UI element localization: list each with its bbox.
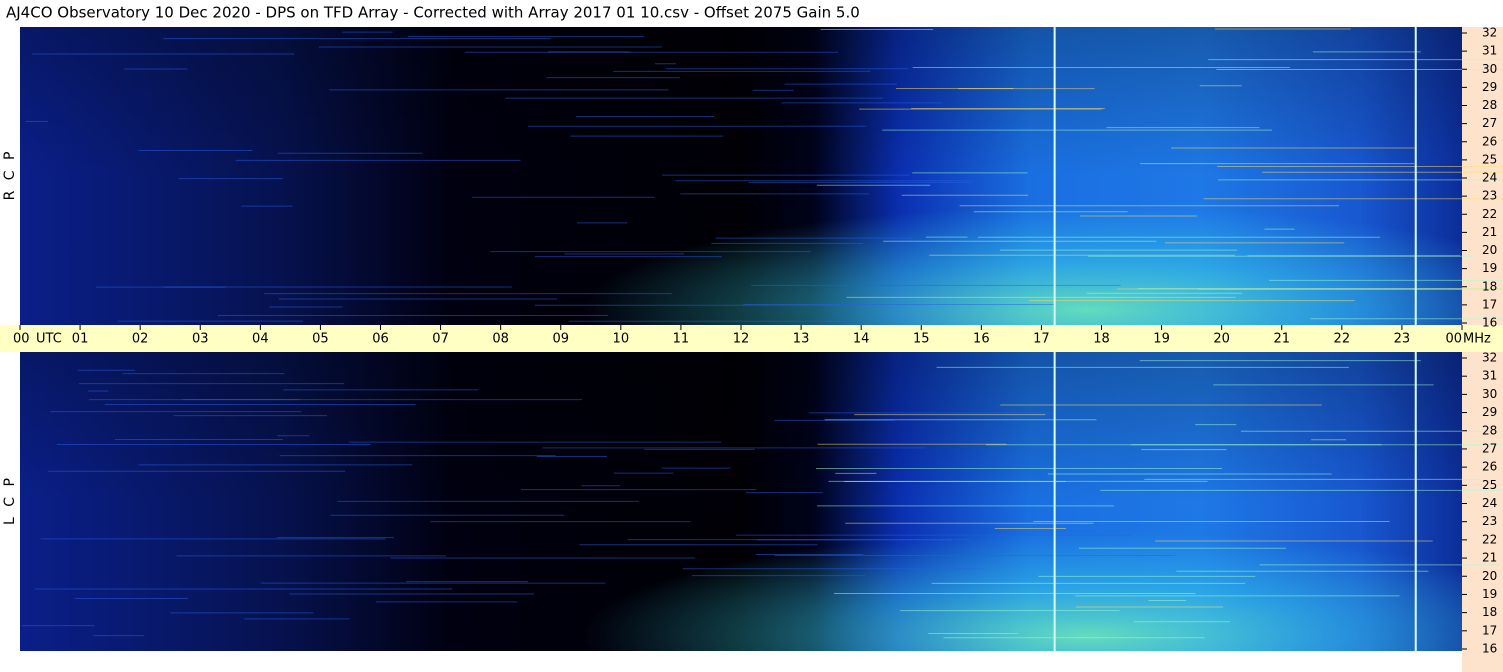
- x-tick-label: 16: [973, 332, 990, 347]
- x-tick-label: 12: [733, 332, 750, 347]
- x-tick-label: 07: [432, 332, 449, 347]
- x-tick-label: 03: [192, 332, 209, 347]
- x-tick-label: 20: [1213, 332, 1230, 347]
- y-tick-label: 21: [1482, 551, 1497, 565]
- x-tick-label: 06: [372, 332, 389, 347]
- y-tick-label: 28: [1482, 98, 1497, 112]
- x-tick-label: 15: [913, 332, 930, 347]
- x-tick-label: 01: [72, 332, 89, 347]
- y-tick-label: 21: [1482, 225, 1497, 239]
- y-tick-label: 23: [1482, 514, 1497, 528]
- x-tick-label: 05: [312, 332, 329, 347]
- x-tick-label: 17: [1033, 332, 1050, 347]
- y-tick-label: 22: [1482, 207, 1497, 221]
- x-tick-label: 21: [1273, 332, 1290, 347]
- y-tick-label: 22: [1482, 532, 1497, 546]
- y-tick-label: 17: [1482, 623, 1497, 637]
- y-tick-label: 19: [1482, 587, 1497, 601]
- x-tick-label: 18: [1093, 332, 1110, 347]
- x-tick-label: 00: [13, 332, 30, 347]
- y-unit: MHz: [1463, 332, 1491, 347]
- y-tick-label: 31: [1482, 369, 1497, 383]
- panel-label: L C P: [2, 478, 18, 525]
- x-tick-label: 14: [853, 332, 870, 347]
- x-tick-label: 08: [492, 332, 509, 347]
- x-tick-label: 10: [613, 332, 630, 347]
- panel-label: R C P: [2, 152, 18, 201]
- x-tick-label: 02: [132, 332, 149, 347]
- spectrogram-shade: [20, 27, 1462, 325]
- time-strip: [0, 325, 1503, 352]
- y-tick-label: 24: [1482, 496, 1497, 510]
- x-tick-label: 09: [552, 332, 569, 347]
- y-tick-label: 29: [1482, 405, 1497, 419]
- y-tick-label: 26: [1482, 134, 1497, 148]
- y-tick-label: 18: [1482, 279, 1497, 293]
- x-unit: UTC: [36, 332, 62, 347]
- x-tick-label: 23: [1394, 332, 1411, 347]
- spectrogram-shade: [20, 352, 1462, 651]
- y-tick-label: 30: [1482, 62, 1497, 76]
- y-tick-label: 24: [1482, 171, 1497, 185]
- y-tick-label: 16: [1482, 316, 1497, 330]
- y-tick-label: 20: [1482, 243, 1497, 257]
- chart-title: AJ4CO Observatory 10 Dec 2020 - DPS on T…: [6, 4, 860, 22]
- y-tick-label: 27: [1482, 116, 1497, 130]
- y-tick-label: 18: [1482, 605, 1497, 619]
- x-tick-label: 13: [793, 332, 810, 347]
- x-tick-label: 19: [1153, 332, 1170, 347]
- y-tick-label: 16: [1482, 642, 1497, 656]
- y-tick-label: 29: [1482, 80, 1497, 94]
- y-tick-label: 32: [1482, 26, 1497, 40]
- x-tick-label: 04: [252, 332, 269, 347]
- y-tick-label: 31: [1482, 44, 1497, 58]
- x-tick-label: 00: [1445, 332, 1462, 347]
- y-tick-label: 26: [1482, 460, 1497, 474]
- y-tick-label: 27: [1482, 441, 1497, 455]
- x-tick-label: 22: [1334, 332, 1351, 347]
- y-tick-label: 19: [1482, 261, 1497, 275]
- x-tick-label: 11: [673, 332, 690, 347]
- y-tick-label: 25: [1482, 152, 1497, 166]
- y-tick-label: 32: [1482, 351, 1497, 365]
- y-tick-label: 25: [1482, 478, 1497, 492]
- y-tick-label: 20: [1482, 569, 1497, 583]
- y-tick-label: 30: [1482, 387, 1497, 401]
- y-tick-label: 28: [1482, 423, 1497, 437]
- y-tick-label: 17: [1482, 297, 1497, 311]
- y-tick-label: 23: [1482, 189, 1497, 203]
